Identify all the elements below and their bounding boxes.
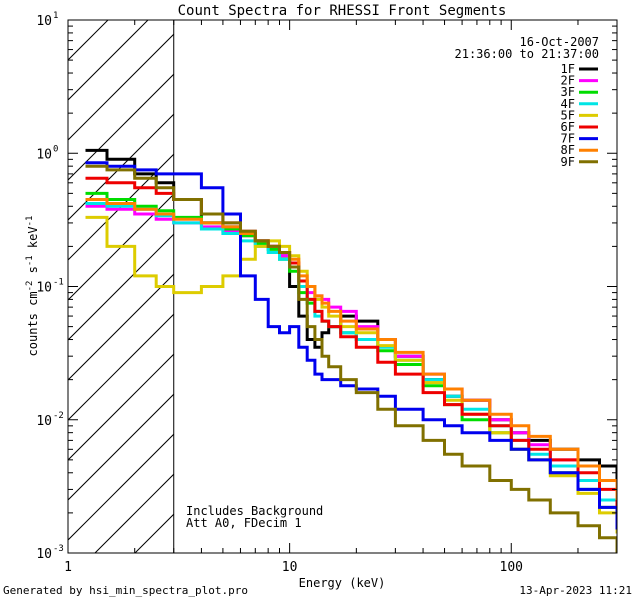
- y-tick-exponent: -1: [53, 278, 64, 288]
- y-tick-label: 10: [36, 414, 52, 429]
- attenuator-annotation: Att A0, FDecim 1: [186, 516, 302, 530]
- hatch-line: [68, 193, 174, 301]
- hatch-line: [68, 33, 174, 141]
- series-line-8F: [85, 198, 617, 500]
- y-axis-label: counts cm-2 s-1 keV-1: [25, 216, 40, 357]
- legend-label-2F: 2F: [561, 74, 575, 88]
- series-line-9F: [85, 164, 617, 553]
- observation-date: 16-Oct-2007: [520, 35, 599, 49]
- hatch-line: [68, 233, 174, 341]
- x-tick-label: 10: [282, 560, 298, 575]
- timestamp-label: 13-Apr-2023 11:21: [519, 584, 632, 597]
- hatch-line: [68, 433, 174, 541]
- series-line-7F: [85, 161, 617, 530]
- y-tick-exponent: 0: [53, 144, 58, 154]
- x-tick-label: 1: [64, 560, 72, 575]
- legend-label-4F: 4F: [561, 97, 575, 111]
- legend-label-9F: 9F: [561, 155, 575, 169]
- x-axis-label: Energy (keV): [299, 576, 386, 590]
- legend-label-8F: 8F: [561, 143, 575, 157]
- axis-ticks: [67, 19, 618, 554]
- legend-label-1F: 1F: [561, 62, 575, 76]
- y-tick-exponent: -3: [53, 544, 64, 554]
- legend-label-3F: 3F: [561, 85, 575, 99]
- legend-label-7F: 7F: [561, 132, 575, 146]
- hatch-line: [68, 393, 174, 501]
- x-axis-tick-labels: 1 10 100: [64, 560, 523, 575]
- generated-by-label: Generated by hsi_min_spectra_plot.pro: [3, 584, 248, 597]
- y-tick-label: 10: [36, 547, 52, 562]
- y-tick-label: 10: [36, 281, 52, 296]
- legend-label-5F: 5F: [561, 108, 575, 122]
- y-tick-label: 10: [36, 147, 52, 162]
- y-tick-label: 10: [36, 14, 52, 29]
- hatch-line: [68, 73, 174, 181]
- chart-title: Count Spectra for RHESSI Front Segments: [178, 3, 507, 19]
- time-range: 21:36:00 to 21:37:00: [455, 47, 600, 61]
- x-tick-label: 100: [500, 560, 523, 575]
- legend-label-6F: 6F: [561, 120, 575, 134]
- y-tick-exponent: -2: [53, 411, 64, 421]
- y-tick-exponent: 1: [53, 11, 58, 21]
- background-annotation: Includes Background: [186, 504, 323, 518]
- series-lines: [85, 148, 617, 553]
